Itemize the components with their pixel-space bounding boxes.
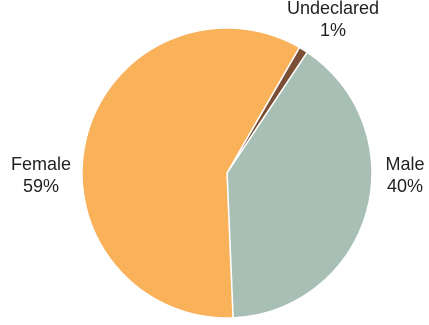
- slice-label-male: Male: [385, 154, 424, 174]
- slice-label-female: Female: [11, 154, 71, 174]
- pie-slices: [81, 27, 373, 319]
- pie-slice-male: [226, 51, 373, 319]
- slice-value-male: 40%: [387, 176, 423, 196]
- slice-value-undeclared: 1%: [320, 20, 346, 40]
- slice-label-undeclared: Undeclared: [287, 0, 379, 18]
- slice-value-female: 59%: [23, 176, 59, 196]
- pie-slice-female: [81, 27, 301, 319]
